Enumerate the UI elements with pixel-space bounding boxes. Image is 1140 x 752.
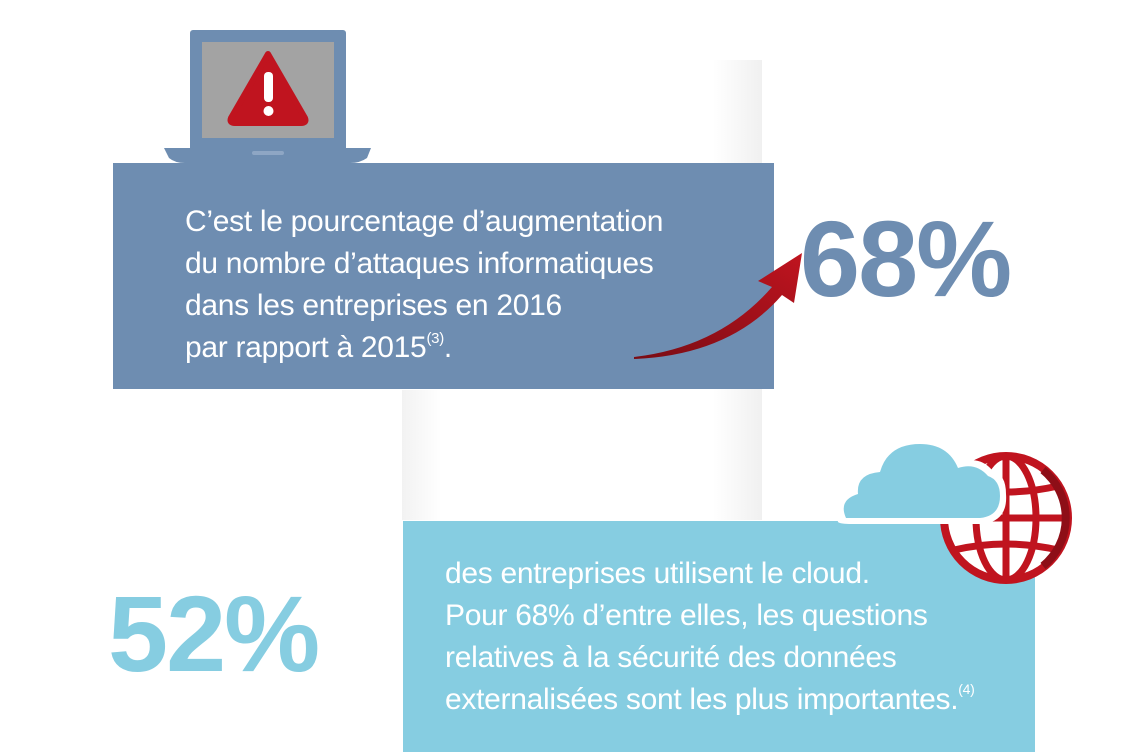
stat1-line-2: du nombre d’attaques informatiques [185, 247, 654, 280]
curved-arrow-icon [634, 253, 802, 359]
cloud-globe-illustration [836, 436, 1072, 584]
stat2-line-1: des entreprises utilisent le cloud. [445, 557, 870, 590]
shadow-strip-bottom [402, 390, 442, 520]
stat1-box: C’est le pourcentage d’augmentation du n… [113, 163, 774, 389]
cloud-icon [836, 436, 1007, 524]
stat2-line-2: Pour 68% d’entre elles, les questions [445, 599, 928, 632]
stat2-value: 52% [108, 573, 320, 694]
stat1-line-4-text: par rapport à 2015 [185, 331, 427, 364]
laptop-icon [164, 30, 371, 163]
stat1-line-4: par rapport à 2015(3). [185, 327, 745, 369]
stat2-line-4-text: externalisées sont les plus importantes. [445, 683, 959, 716]
stat1-line-3: dans les entreprises en 2016 [185, 289, 562, 322]
warning-triangle-icon [227, 51, 309, 126]
stat1-value: 68% [800, 198, 1012, 319]
stat2-footnote: (4) [958, 681, 975, 697]
stat2-line-3: relatives à la sécurité des données [445, 641, 897, 674]
stat2-description: des entreprises utilisent le cloud. Pour… [445, 553, 1035, 721]
stat1-trailing: . [443, 331, 452, 364]
stat1-footnote: (3) [426, 330, 444, 347]
stat2-box: des entreprises utilisent le cloud. Pour… [403, 521, 1035, 752]
stat1-description: C’est le pourcentage d’augmentation du n… [185, 201, 745, 369]
stat1-line-1: C’est le pourcentage d’augmentation [185, 205, 664, 238]
stat2-line-4: externalisées sont les plus importantes.… [445, 679, 1035, 721]
